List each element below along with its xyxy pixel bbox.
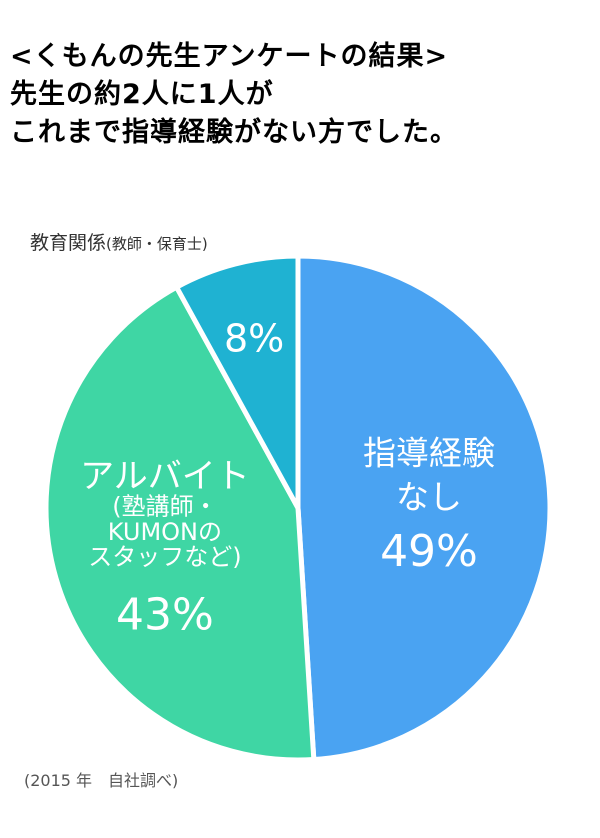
slice-1-value-label: 49% — [380, 526, 478, 577]
slice-3-value-label: 8% — [224, 317, 284, 361]
education-category-main: 教育関係 — [30, 232, 107, 254]
pie-slice-1 — [295, 253, 553, 763]
headline: <くもんの先生アンケートの結果> 先生の約2人に1人が これまで指導経験がない方… — [10, 38, 595, 152]
pie-slice-3 — [174, 253, 301, 511]
slice-1-label-line-2: なし — [396, 477, 462, 516]
slice-2-label-line-4: スタッフなど) — [88, 543, 241, 571]
slice-1-label-line-1: 指導経験 — [363, 433, 495, 472]
source-note: (2015 年 自社調べ) — [24, 771, 179, 790]
slice-2-value-label: 43% — [116, 590, 214, 641]
slice-2-label-line-1: アルバイト — [80, 456, 250, 496]
slice-2-label-line-2: (塾講師・ — [112, 492, 217, 520]
education-category-label: 教育関係(教師・保育士) — [30, 228, 208, 255]
education-category-sub: (教師・保育士) — [106, 235, 208, 253]
slice-2-label-line-3: KUMONの — [108, 518, 222, 546]
headline-line-1: <くもんの先生アンケートの結果> — [10, 41, 449, 72]
headline-line-2: 先生の約2人に1人が — [10, 79, 274, 110]
pie-slice-2 — [43, 284, 317, 763]
headline-line-3: これまで指導経験がない方でした。 — [10, 117, 458, 148]
